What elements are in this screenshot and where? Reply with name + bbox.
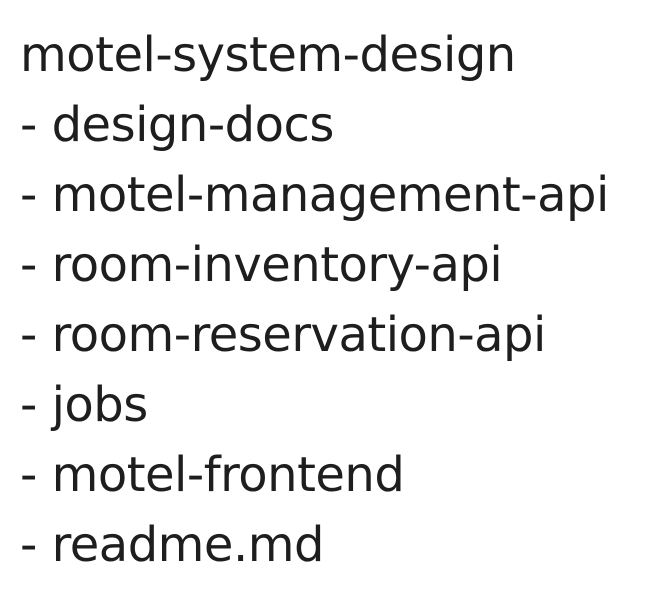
- root-folder-label[interactable]: motel-system-design: [20, 27, 516, 83]
- list-item-motel-frontend[interactable]: - motel-frontend: [20, 447, 405, 503]
- list-item-room-inventory-api[interactable]: - room-inventory-api: [20, 237, 503, 293]
- list-item-readme[interactable]: - readme.md: [20, 517, 324, 573]
- list-item-room-reservation-api[interactable]: - room-reservation-api: [20, 307, 546, 363]
- list-item-jobs[interactable]: - jobs: [20, 377, 148, 433]
- list-item-design-docs[interactable]: - design-docs: [20, 97, 334, 153]
- list-item-motel-management-api[interactable]: - motel-management-api: [20, 167, 609, 223]
- folder-structure-list: motel-system-design - design-docs - mote…: [20, 20, 609, 580]
